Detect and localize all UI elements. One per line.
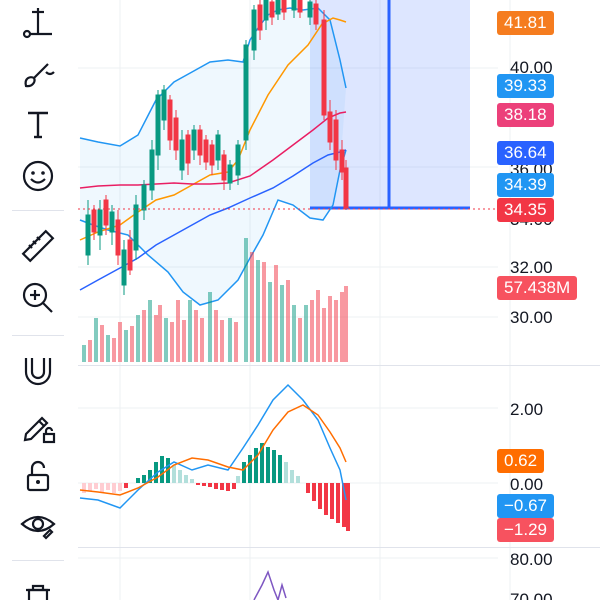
rsi-axis-tick: 80.00 [510, 550, 553, 569]
chart-area[interactable] [78, 0, 600, 600]
text-tool-icon[interactable] [14, 100, 62, 148]
ma-blue-value-badge: 36.64 [497, 141, 554, 165]
toolbar-divider [12, 210, 64, 211]
macd-line [79, 383, 347, 509]
macd-axis-tick: 2.00 [510, 400, 544, 419]
ruler-tool-icon[interactable] [14, 222, 62, 270]
pane-separator-volume-macd[interactable] [78, 365, 600, 366]
rsi-axis-tick: 70.00 [510, 590, 553, 600]
brush-tool-icon[interactable] [14, 50, 62, 98]
zoom-in-icon[interactable] [14, 274, 62, 322]
price-candles [85, 0, 349, 295]
trash-icon[interactable] [14, 574, 62, 600]
ma-pink-value-badge: 38.18 [497, 103, 554, 127]
bollinger-upper-value-badge: 39.33 [497, 74, 554, 98]
lock-drawing-icon[interactable] [14, 402, 62, 450]
volume-bars [82, 238, 348, 362]
signal-value-badge: 0.62 [497, 449, 545, 473]
macd-axis-tick: 0.00 [510, 475, 544, 494]
bollinger-lower [79, 149, 347, 306]
toolbar-divider [12, 560, 64, 561]
hide-drawings-icon[interactable] [14, 500, 62, 548]
macd-histogram [82, 443, 350, 531]
macd-value-badge: −0.67 [497, 494, 555, 518]
bollinger-mid-value-badge: 34.39 [497, 173, 554, 197]
price-axis-tick: 32.00 [510, 258, 553, 277]
emoji-tool-icon[interactable] [14, 152, 62, 200]
magnet-icon[interactable] [14, 346, 62, 394]
ma-orange-value-badge: 41.81 [497, 11, 554, 35]
measure-tool-icon[interactable] [14, 0, 62, 48]
price-axis-tick: 30.00 [510, 308, 553, 327]
chart-canvas[interactable] [78, 0, 600, 600]
unlock-icon[interactable] [14, 452, 62, 500]
price-axis-tick: 40.00 [510, 58, 553, 77]
last-price-badge: 34.35 [497, 198, 554, 222]
drawing-toolbar [0, 0, 78, 600]
rsi-line [253, 569, 287, 600]
volume-value-badge: 57.438M [497, 276, 578, 300]
pane-separator-macd-rsi[interactable] [78, 547, 600, 548]
toolbar-divider [12, 335, 64, 336]
histogram-value-badge: −1.29 [497, 518, 555, 542]
ma-pink [79, 111, 347, 189]
signal-line [79, 404, 347, 496]
